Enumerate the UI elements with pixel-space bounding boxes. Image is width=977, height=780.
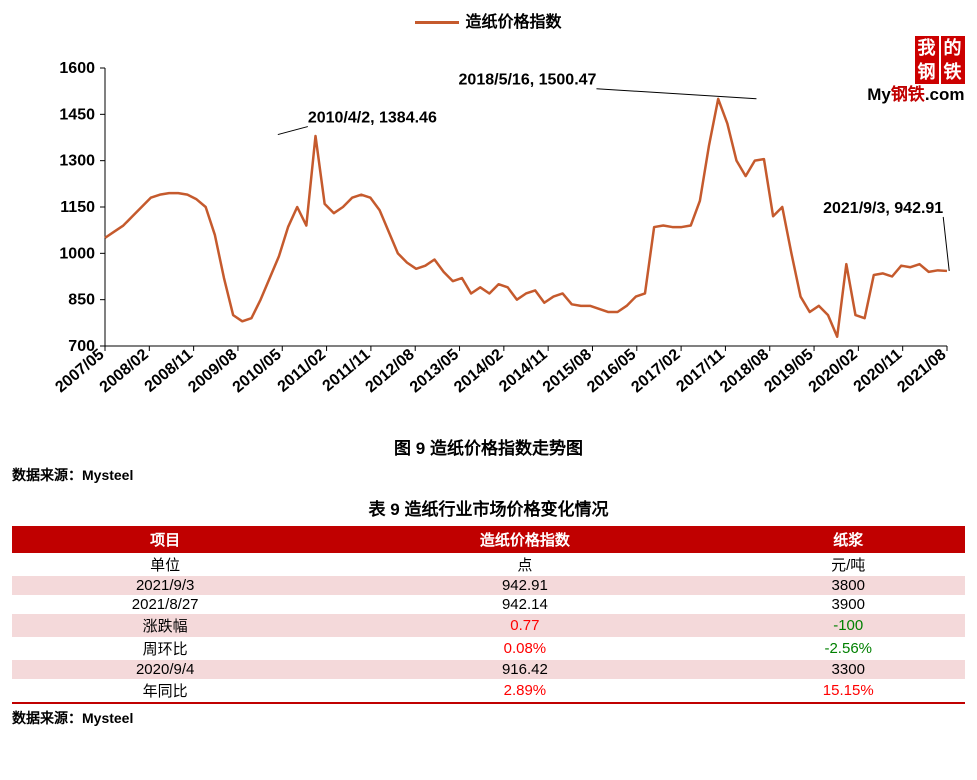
table-source: 数据来源：Mysteel xyxy=(12,708,965,728)
svg-text:2014/02: 2014/02 xyxy=(451,346,506,396)
svg-text:2008/02: 2008/02 xyxy=(96,346,151,396)
svg-text:2009/08: 2009/08 xyxy=(185,346,240,396)
chart-container: 我的 钢铁 My钢铁.com 7008501000115013001450160… xyxy=(13,36,965,426)
table-row: 涨跌幅0.77-100 xyxy=(12,614,965,637)
svg-text:2021/9/3, 942.91: 2021/9/3, 942.91 xyxy=(823,200,943,217)
table-caption: 表 9 造纸行业市场价格变化情况 xyxy=(12,495,965,520)
svg-text:2017/02: 2017/02 xyxy=(628,346,683,396)
svg-text:2019/05: 2019/05 xyxy=(761,346,816,396)
svg-text:1000: 1000 xyxy=(59,245,95,262)
svg-text:1300: 1300 xyxy=(59,153,95,170)
svg-text:850: 850 xyxy=(68,292,95,309)
svg-text:2012/08: 2012/08 xyxy=(362,346,417,396)
svg-text:1450: 1450 xyxy=(59,106,95,123)
svg-text:1600: 1600 xyxy=(59,60,95,77)
svg-text:2015/08: 2015/08 xyxy=(539,346,594,396)
svg-text:2013/05: 2013/05 xyxy=(406,346,461,396)
table-row: 2021/8/27942.143900 xyxy=(12,595,965,614)
svg-text:2020/02: 2020/02 xyxy=(805,346,860,396)
watermark-text: My钢铁.com xyxy=(867,86,964,103)
watermark: 我的 钢铁 My钢铁.com xyxy=(867,36,964,103)
table-row: 2021/9/3942.913800 xyxy=(12,576,965,595)
svg-text:2018/08: 2018/08 xyxy=(717,346,772,396)
svg-text:2020/11: 2020/11 xyxy=(850,346,905,396)
table-row: 2020/9/4916.423300 xyxy=(12,660,965,679)
chart-caption: 图 9 造纸价格指数走势图 xyxy=(12,434,965,459)
legend-label: 造纸价格指数 xyxy=(465,14,561,31)
price-table: 项目造纸价格指数纸浆 单位点元/吨2021/9/3942.9138002021/… xyxy=(12,526,965,704)
table-row: 年同比2.89%15.15% xyxy=(12,679,965,703)
svg-text:2010/4/2, 1384.46: 2010/4/2, 1384.46 xyxy=(307,110,436,127)
svg-text:2010/05: 2010/05 xyxy=(229,346,284,396)
svg-text:2017/11: 2017/11 xyxy=(673,346,728,396)
table-row: 周环比0.08%-2.56% xyxy=(12,637,965,660)
svg-text:2016/05: 2016/05 xyxy=(584,346,639,396)
table-header: 纸浆 xyxy=(731,526,965,553)
svg-text:2011/02: 2011/02 xyxy=(274,346,329,396)
chart-source: 数据来源：Mysteel xyxy=(12,465,965,485)
table-row: 单位点元/吨 xyxy=(12,553,965,576)
svg-text:2008/11: 2008/11 xyxy=(141,346,196,396)
table-header: 项目 xyxy=(12,526,318,553)
legend-swatch xyxy=(415,21,459,24)
svg-text:2021/08: 2021/08 xyxy=(894,346,949,396)
svg-text:2018/5/16, 1500.47: 2018/5/16, 1500.47 xyxy=(458,72,596,89)
chart-legend: 造纸价格指数 xyxy=(12,8,965,32)
svg-text:2014/11: 2014/11 xyxy=(496,346,551,396)
line-chart: 700850100011501300145016002007/052008/02… xyxy=(13,36,965,426)
svg-text:1150: 1150 xyxy=(60,199,95,216)
table-header: 造纸价格指数 xyxy=(318,526,731,553)
